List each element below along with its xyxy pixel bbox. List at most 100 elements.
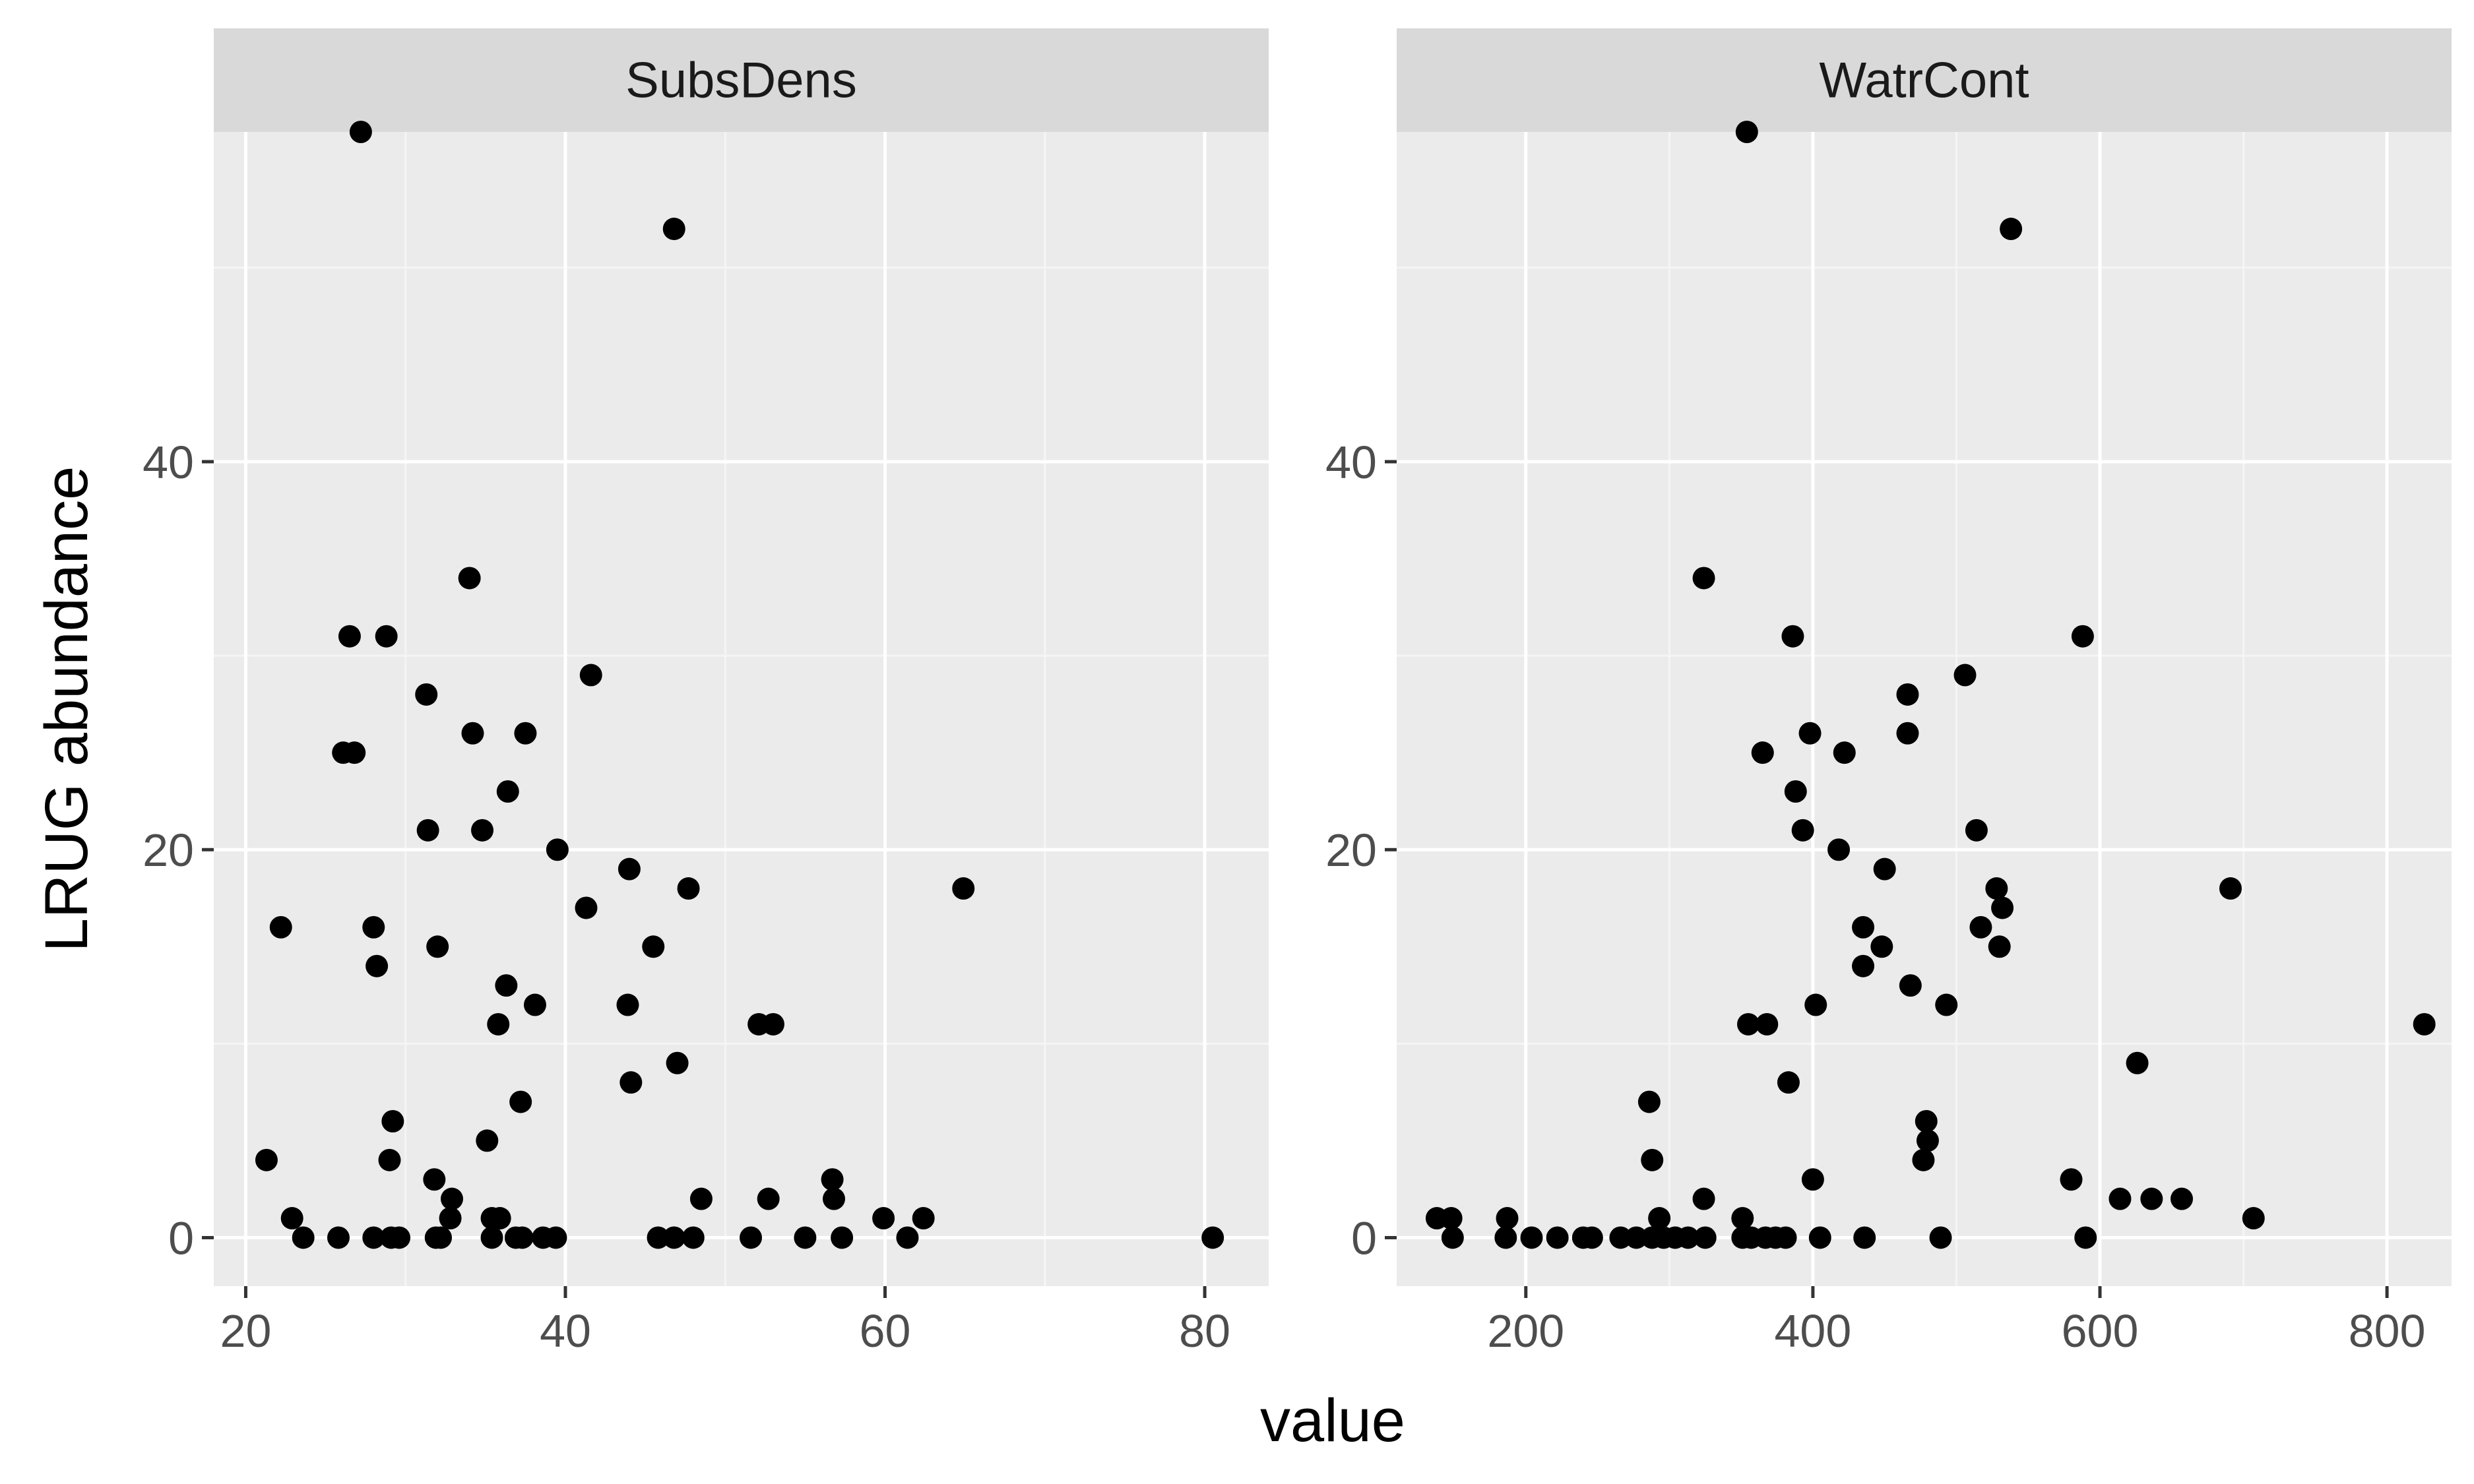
- facet-strip-label: WatrCont: [1819, 53, 2029, 109]
- x-tick-label: 80: [1179, 1305, 1230, 1357]
- data-point: [1916, 1129, 1939, 1152]
- data-point: [1852, 915, 1875, 939]
- data-point: [461, 722, 484, 745]
- data-point: [1774, 1226, 1797, 1249]
- data-point: [1751, 741, 1774, 764]
- data-point: [1804, 993, 1827, 1016]
- data-point: [338, 625, 361, 648]
- data-point: [2171, 1187, 2194, 1210]
- data-point: [1735, 121, 1758, 143]
- data-point: [1915, 1110, 1938, 1132]
- data-point: [1777, 1071, 1800, 1094]
- facet-panel-watrcont: WatrCont 200 400 600 800 0 20 40: [1325, 28, 2452, 1357]
- x-tick-label: 20: [220, 1305, 272, 1357]
- data-point: [757, 1187, 780, 1210]
- facet-panel-subsdens: SubsDens 20 40 60 80 0 20 40: [143, 28, 1269, 1357]
- data-point: [662, 218, 685, 241]
- data-point: [488, 1207, 511, 1230]
- data-point: [439, 1207, 462, 1230]
- data-point: [365, 954, 389, 977]
- facet-strip: [214, 28, 1269, 132]
- data-point: [544, 1226, 567, 1249]
- data-point: [362, 1226, 385, 1249]
- data-point: [831, 1226, 854, 1249]
- data-point: [1827, 838, 1851, 861]
- y-tick-label: 40: [1325, 437, 1377, 488]
- data-point: [471, 819, 494, 842]
- y-tick-label: 40: [143, 437, 194, 488]
- data-point: [2413, 1012, 2436, 1036]
- data-point: [912, 1207, 935, 1230]
- data-point: [2242, 1207, 2265, 1230]
- data-point: [2071, 625, 2094, 648]
- data-point: [872, 1207, 895, 1230]
- data-point: [2219, 877, 2242, 900]
- data-point: [821, 1168, 844, 1191]
- data-point: [579, 664, 602, 687]
- data-point: [1546, 1226, 1569, 1249]
- data-point: [1969, 915, 1992, 939]
- data-point: [476, 1129, 499, 1152]
- x-tick-label: 200: [1487, 1305, 1564, 1357]
- data-point: [1852, 954, 1875, 977]
- data-point: [1692, 567, 1715, 590]
- data-point: [1625, 1226, 1648, 1249]
- data-point: [2074, 1226, 2097, 1249]
- data-point: [1853, 1226, 1876, 1249]
- data-point: [511, 1226, 534, 1249]
- data-point: [1896, 683, 1919, 706]
- data-point: [1694, 1226, 1717, 1249]
- data-point: [1991, 896, 2014, 919]
- x-tick-label: 40: [540, 1305, 591, 1357]
- data-point: [509, 1090, 532, 1113]
- data-point: [292, 1226, 315, 1249]
- data-point: [423, 1168, 446, 1191]
- data-point: [677, 877, 700, 900]
- data-point: [1988, 935, 2011, 958]
- data-point: [1801, 1168, 1824, 1191]
- data-point: [1441, 1226, 1464, 1249]
- data-point: [1641, 1148, 1664, 1171]
- data-point: [1985, 877, 2008, 900]
- data-point: [496, 780, 519, 803]
- data-point: [375, 625, 398, 648]
- data-point: [1808, 1226, 1831, 1249]
- x-axis-title: value: [1260, 1387, 1405, 1454]
- data-point: [1737, 1012, 1760, 1036]
- data-point: [1494, 1226, 1517, 1249]
- facet-strip: [1397, 28, 2452, 132]
- data-point: [740, 1226, 763, 1249]
- data-point: [343, 741, 366, 764]
- data-point: [642, 935, 665, 958]
- panel-background: [1397, 132, 2452, 1286]
- y-axis-title: LRUG abundance: [33, 466, 100, 952]
- data-point: [1899, 974, 1922, 997]
- data-point: [761, 1012, 784, 1036]
- data-point: [1580, 1226, 1603, 1249]
- data-point: [575, 896, 598, 919]
- data-point: [2140, 1187, 2163, 1210]
- data-point: [952, 877, 975, 900]
- data-point: [1870, 935, 1893, 958]
- y-tick-label: 0: [1351, 1212, 1377, 1264]
- data-point: [618, 857, 641, 881]
- data-point: [255, 1148, 278, 1171]
- data-point: [1965, 819, 1988, 842]
- y-tick-label: 0: [168, 1212, 194, 1264]
- facet-strip-label: SubsDens: [625, 53, 857, 109]
- y-tick-label: 20: [1325, 824, 1377, 876]
- data-point: [381, 1110, 404, 1132]
- data-point: [1791, 819, 1814, 842]
- data-point: [662, 1226, 685, 1249]
- data-point: [1953, 664, 1977, 687]
- data-point: [523, 993, 546, 1016]
- data-point: [415, 683, 438, 706]
- data-point: [616, 993, 639, 1016]
- data-point: [1935, 993, 1958, 1016]
- data-point: [682, 1226, 705, 1249]
- data-point: [1929, 1226, 1952, 1249]
- x-tick-label: 400: [1774, 1305, 1851, 1357]
- data-point: [458, 567, 481, 590]
- x-tick-label: 600: [2062, 1305, 2139, 1357]
- data-point: [619, 1071, 643, 1094]
